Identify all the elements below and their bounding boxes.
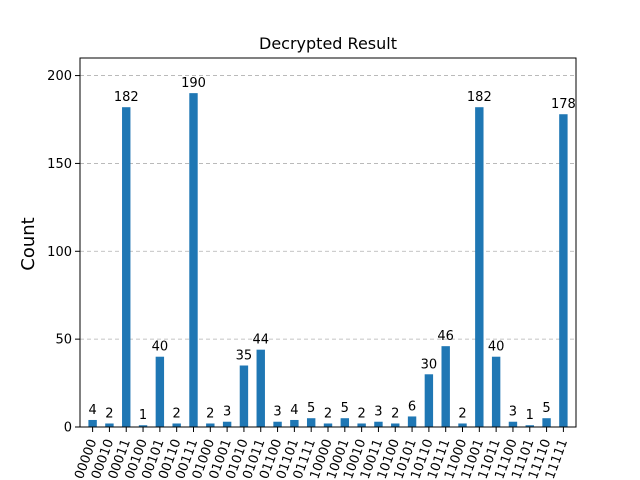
- data-label-00110: 2: [173, 406, 181, 421]
- data-label-10001: 5: [341, 401, 349, 416]
- bar-10101: [407, 416, 417, 427]
- data-label-00100: 1: [139, 408, 147, 423]
- data-label-11110: 5: [542, 401, 550, 416]
- data-label-00010: 2: [105, 406, 113, 421]
- bar-10110: [424, 374, 434, 427]
- data-label-10000: 2: [324, 406, 332, 421]
- data-label-01111: 5: [307, 401, 315, 416]
- data-label-01100: 3: [273, 405, 281, 420]
- bar-10010: [357, 423, 366, 427]
- bar-01000: [206, 423, 215, 427]
- data-label-00111: 190: [181, 76, 206, 91]
- data-label-00101: 40: [152, 340, 169, 355]
- x-axis-ticks: 0000000010000110010000101001100011101000…: [72, 427, 571, 480]
- plot-frame: [79, 57, 577, 428]
- data-label-01000: 2: [206, 406, 214, 421]
- bar-10011: [374, 421, 383, 427]
- bar-11000: [458, 423, 467, 427]
- bar-11011: [491, 356, 501, 427]
- data-label-10111: 46: [437, 329, 454, 344]
- data-label-11101: 1: [526, 408, 534, 423]
- y-axis-ticks: 0 50 100 150 200: [47, 69, 80, 436]
- bar-11101: [525, 425, 534, 427]
- bar-01011: [256, 349, 265, 427]
- bar-00101: [155, 356, 165, 427]
- bar-00110: [172, 423, 181, 427]
- bar-11110: [542, 418, 551, 427]
- data-label-10011: 3: [374, 405, 382, 420]
- bar-01101: [290, 419, 299, 427]
- data-label-01001: 3: [223, 405, 231, 420]
- y-axis-label: Count: [18, 217, 39, 270]
- bar-11001: [475, 107, 484, 427]
- y-tick-label-200: 200: [47, 69, 72, 84]
- data-label-00011: 182: [114, 90, 139, 105]
- bar-10100: [391, 423, 400, 427]
- bar-01111: [306, 418, 316, 427]
- bar-00010: [105, 423, 114, 427]
- bar-00011: [122, 107, 131, 427]
- bar-11111: [559, 114, 568, 427]
- data-label-10010: 2: [357, 406, 365, 421]
- data-label-10100: 2: [391, 406, 399, 421]
- bar-01010: [239, 365, 249, 427]
- data-label-01101: 4: [290, 403, 298, 418]
- bar-01001: [222, 421, 232, 427]
- bar-10111: [441, 346, 450, 427]
- data-label-11000: 2: [458, 406, 466, 421]
- bars: [88, 93, 568, 428]
- bar-11100: [508, 421, 518, 427]
- data-label-10110: 30: [421, 357, 438, 372]
- data-label-11111: 178: [551, 97, 576, 112]
- grid-lines: [80, 75, 576, 340]
- y-tick-label-50: 50: [55, 333, 72, 348]
- data-label-00000: 4: [88, 403, 96, 418]
- bar-01100: [273, 421, 282, 427]
- data-label-11100: 3: [509, 405, 517, 420]
- y-tick-label-150: 150: [47, 157, 72, 172]
- data-label-11001: 182: [467, 90, 492, 105]
- y-tick-label-100: 100: [47, 245, 72, 260]
- bar-00100: [138, 425, 148, 427]
- data-label-01011: 44: [252, 333, 269, 348]
- data-label-01010: 35: [236, 349, 253, 364]
- bar-00111: [189, 93, 198, 428]
- data-label-10101: 6: [408, 399, 416, 414]
- y-tick-label-0: 0: [64, 421, 72, 436]
- data-label-11011: 40: [488, 340, 505, 355]
- bar-10000: [323, 423, 333, 427]
- chart-title: Decrypted Result: [259, 34, 397, 53]
- bar-00000: [88, 419, 97, 427]
- bar-10001: [340, 418, 350, 427]
